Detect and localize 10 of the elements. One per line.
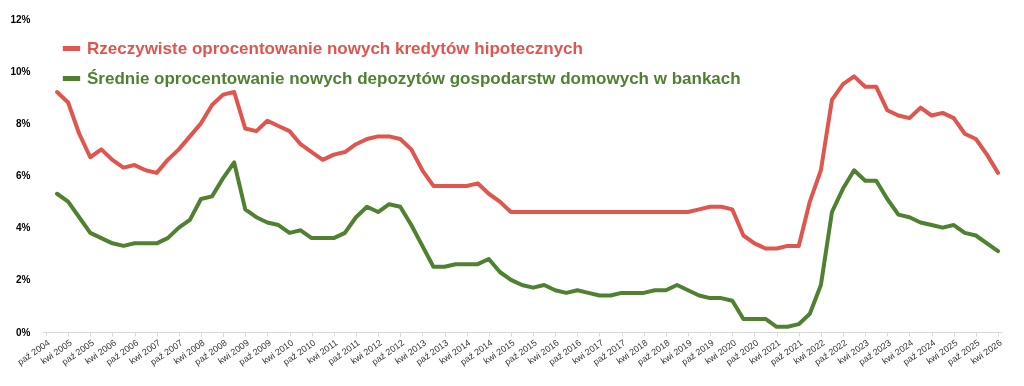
y-tick-label: 2%	[16, 274, 31, 286]
y-tick-label: 4%	[16, 222, 31, 234]
y-tick-label: 12%	[10, 13, 31, 25]
y-tick-label: 6%	[16, 170, 31, 181]
y-tick-label: 0%	[16, 326, 31, 338]
line-series	[55, 160, 1001, 329]
y-tick-label: 8%	[16, 117, 31, 129]
y-tick-label: 10%	[10, 65, 31, 77]
legend-label: Rzeczywiste oprocentowanie nowych kredytów hipotecznych	[87, 38, 583, 58]
legend-label: Średnie oprocentowanie nowych depozytów gospodarstw domowych w bankach	[87, 68, 741, 88]
